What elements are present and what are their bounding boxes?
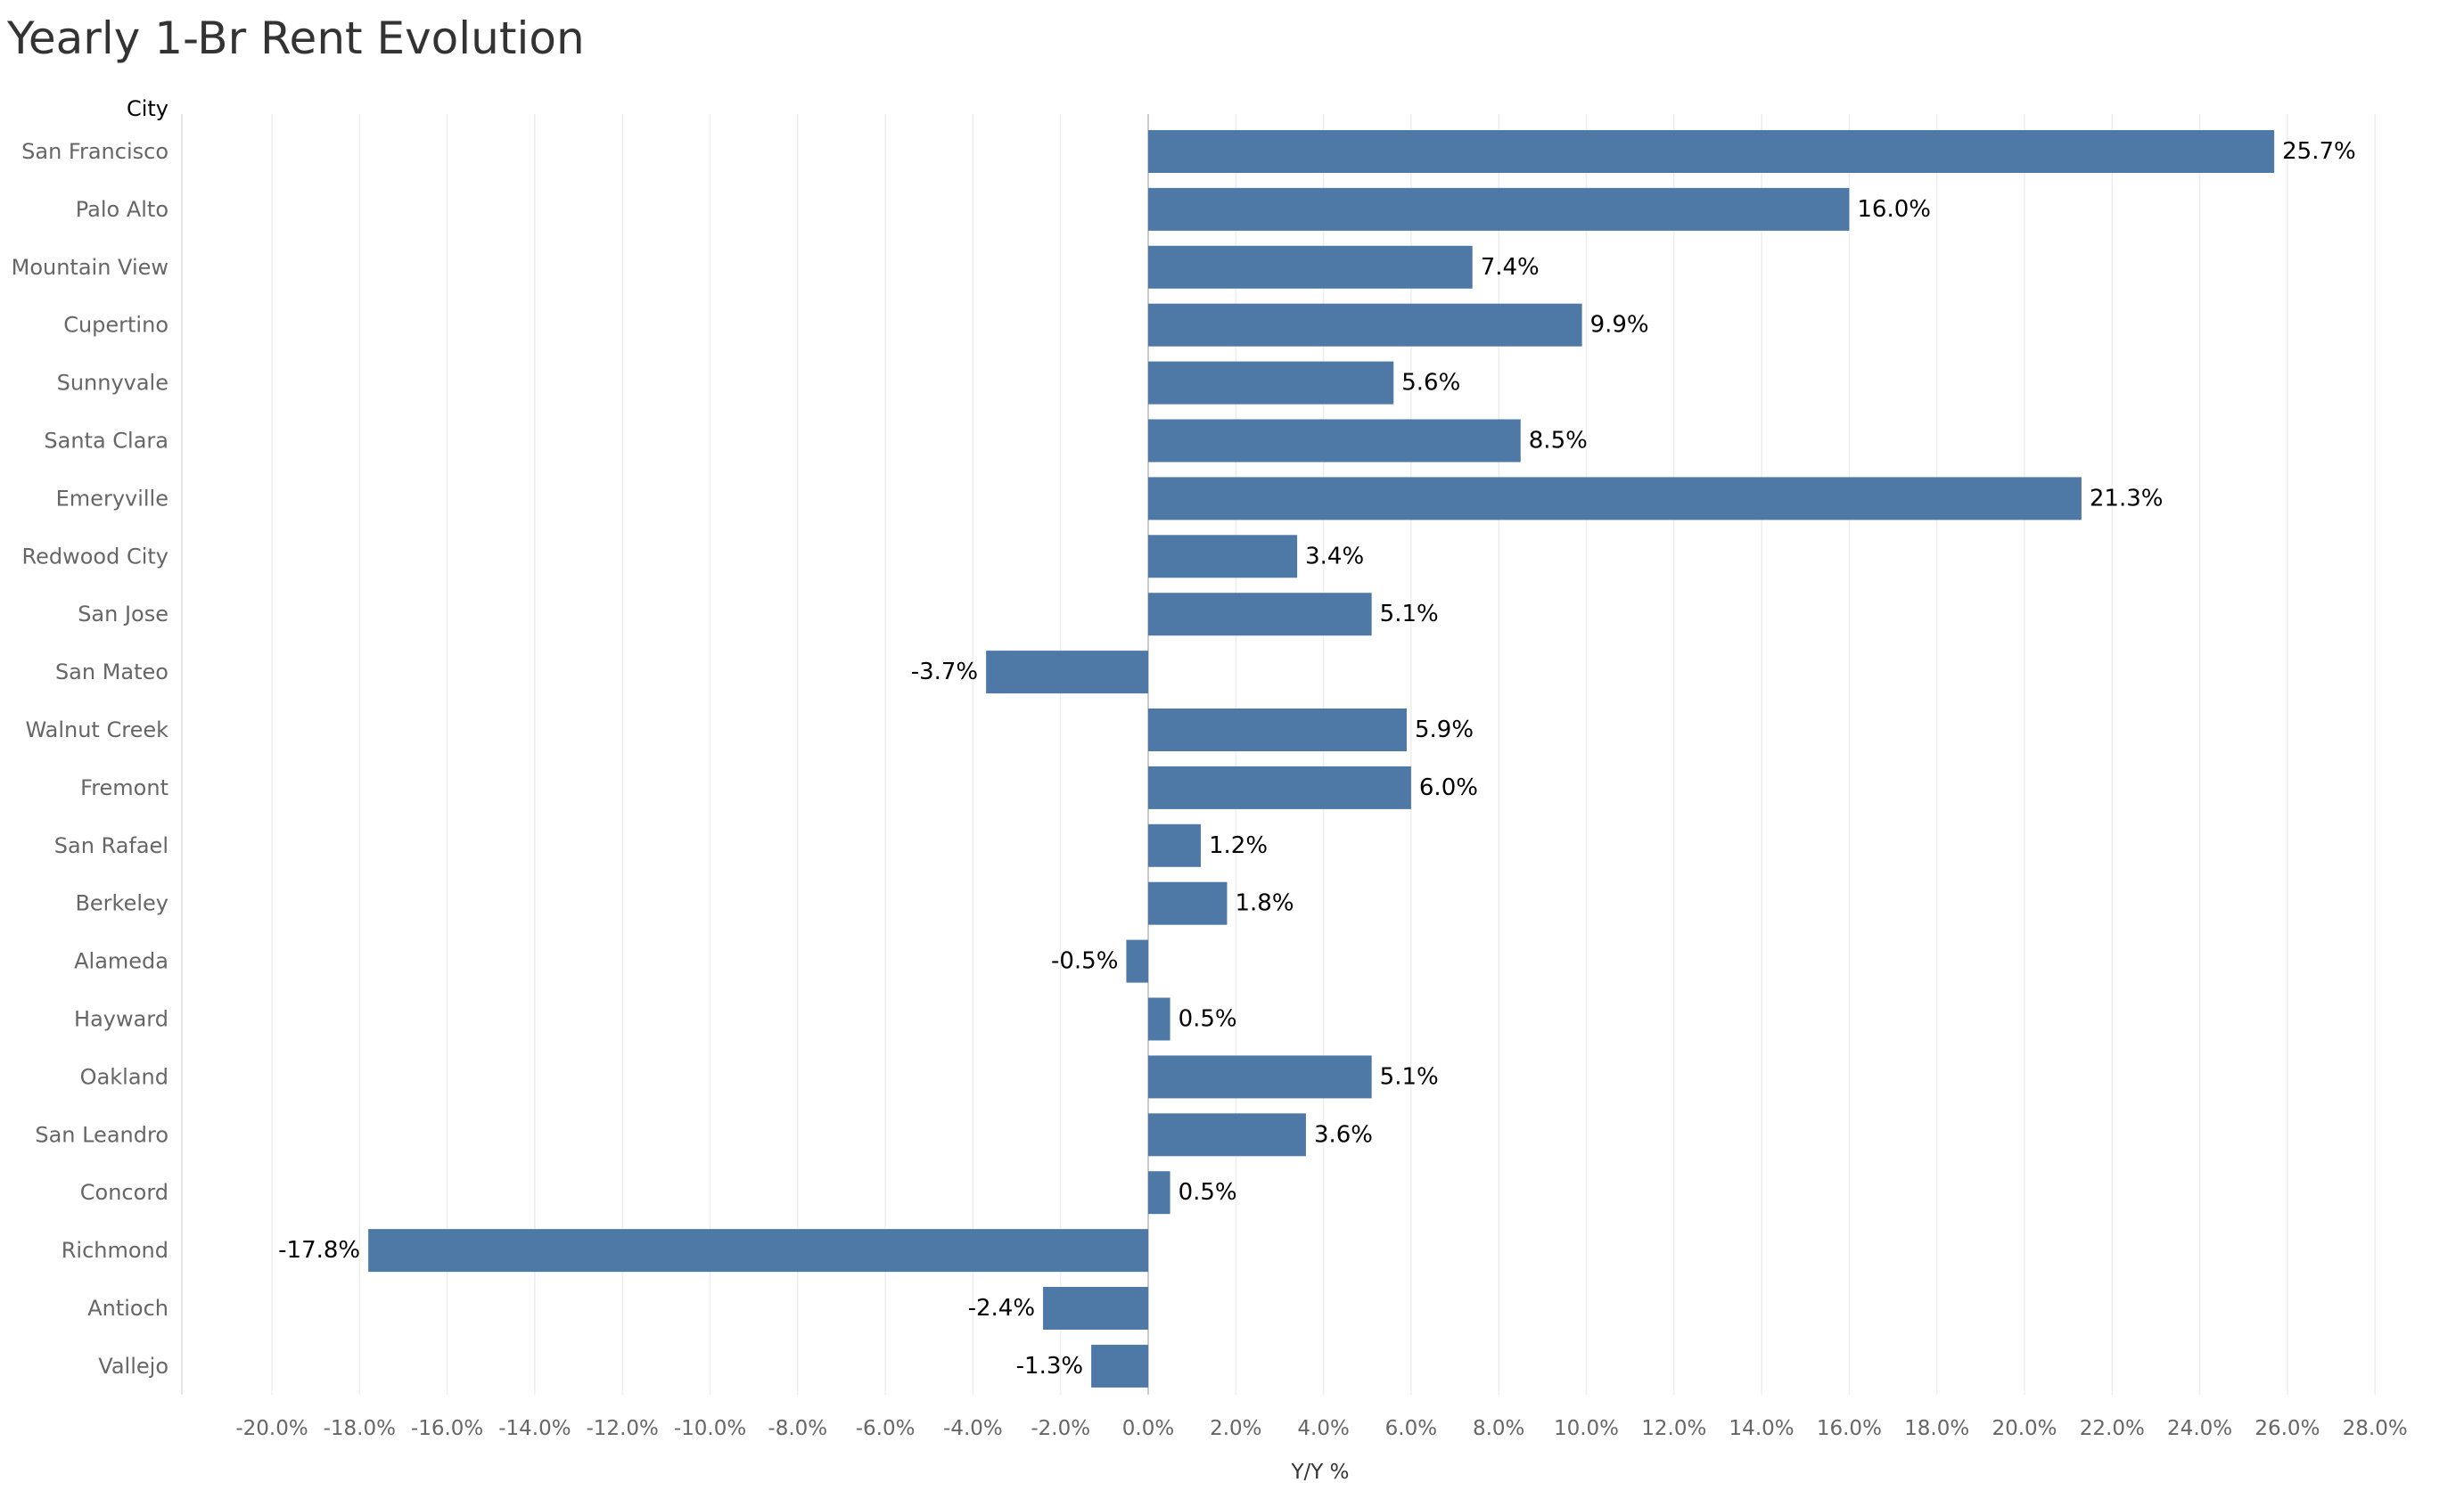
x-tick-label: -8.0% bbox=[768, 1417, 827, 1440]
data-label: 25.7% bbox=[2282, 138, 2356, 165]
data-label: -17.8% bbox=[278, 1237, 360, 1264]
x-tick-label: -16.0% bbox=[411, 1417, 483, 1440]
category-label: Vallejo bbox=[98, 1354, 168, 1379]
labels: -20.0% -18.0% -16.0% -14.0% -12.0% -10.0% -8.0… bbox=[12, 138, 2408, 1440]
bar bbox=[1148, 130, 2275, 173]
category-label: Santa Clara bbox=[44, 429, 168, 454]
bar bbox=[1148, 477, 2082, 520]
x-tick-label: 10.0% bbox=[1554, 1417, 1619, 1440]
data-label: 3.4% bbox=[1305, 543, 1364, 569]
data-label: 0.5% bbox=[1179, 1179, 1237, 1206]
category-label: San Francisco bbox=[21, 139, 168, 164]
category-label: Berkeley bbox=[75, 891, 168, 916]
x-tick-label: -18.0% bbox=[324, 1417, 396, 1440]
x-axis-title: Y/Y % bbox=[1290, 1461, 1349, 1484]
x-tick-label: -12.0% bbox=[587, 1417, 659, 1440]
bar bbox=[1148, 593, 1372, 636]
category-label: Antioch bbox=[87, 1296, 168, 1321]
x-tick-label: -10.0% bbox=[674, 1417, 746, 1440]
data-label: 5.9% bbox=[1415, 717, 1474, 743]
x-tick-label: 12.0% bbox=[1641, 1417, 1706, 1440]
category-label: Palo Alto bbox=[76, 197, 168, 222]
bar bbox=[1148, 823, 1201, 867]
data-label: 1.2% bbox=[1209, 832, 1268, 859]
category-label: Fremont bbox=[80, 775, 168, 800]
bar bbox=[1148, 245, 1473, 289]
category-label: Mountain View bbox=[12, 255, 168, 280]
x-tick-label: 6.0% bbox=[1385, 1417, 1437, 1440]
bar bbox=[1148, 709, 1407, 751]
category-label: Concord bbox=[80, 1180, 168, 1205]
x-tick-label: -14.0% bbox=[498, 1417, 571, 1440]
data-label: 5.1% bbox=[1380, 601, 1439, 627]
bar bbox=[1126, 939, 1148, 983]
x-tick-label: 8.0% bbox=[1473, 1417, 1524, 1440]
data-label: -3.7% bbox=[911, 659, 978, 685]
bar bbox=[1148, 1055, 1372, 1099]
category-label: Emeryville bbox=[56, 486, 168, 511]
data-label: 3.6% bbox=[1314, 1121, 1373, 1148]
bar bbox=[1043, 1287, 1148, 1330]
x-tick-label: 28.0% bbox=[2343, 1417, 2408, 1440]
bar bbox=[1148, 187, 1850, 231]
bars bbox=[368, 130, 2275, 1388]
data-label: 9.9% bbox=[1590, 312, 1649, 339]
x-tick-label: -6.0% bbox=[856, 1417, 916, 1440]
data-label: -2.4% bbox=[968, 1295, 1035, 1322]
data-label: 5.1% bbox=[1380, 1063, 1439, 1090]
bar bbox=[1148, 1171, 1170, 1215]
category-label: Sunnyvale bbox=[57, 371, 168, 396]
data-label: 1.8% bbox=[1235, 890, 1294, 917]
data-label: 21.3% bbox=[2090, 485, 2164, 512]
category-label: Oakland bbox=[80, 1064, 168, 1089]
bar bbox=[368, 1229, 1148, 1273]
data-label: 16.0% bbox=[1857, 196, 1931, 223]
x-tick-label: 2.0% bbox=[1210, 1417, 1261, 1440]
bar bbox=[1148, 766, 1411, 809]
data-label: 0.5% bbox=[1179, 1006, 1237, 1033]
category-label: San Mateo bbox=[55, 659, 168, 684]
data-label: -0.5% bbox=[1051, 948, 1118, 975]
bar bbox=[1148, 881, 1228, 925]
bar bbox=[986, 651, 1148, 694]
x-tick-label: 14.0% bbox=[1729, 1417, 1795, 1440]
x-tick-label: 22.0% bbox=[2080, 1417, 2145, 1440]
data-label: -1.3% bbox=[1016, 1353, 1083, 1380]
x-tick-label: 24.0% bbox=[2167, 1417, 2232, 1440]
x-tick-label: -4.0% bbox=[943, 1417, 1003, 1440]
data-label: 7.4% bbox=[1481, 254, 1540, 281]
category-label: San Jose bbox=[78, 602, 168, 627]
category-label: Redwood City bbox=[22, 544, 169, 569]
x-tick-label: 18.0% bbox=[1904, 1417, 1969, 1440]
category-label: San Leandro bbox=[35, 1122, 168, 1147]
row-header: City bbox=[127, 96, 168, 121]
bar bbox=[1148, 1113, 1306, 1157]
category-label: Hayward bbox=[74, 1007, 168, 1032]
bar bbox=[1091, 1344, 1148, 1388]
x-tick-label: 0.0% bbox=[1122, 1417, 1174, 1440]
data-label: 8.5% bbox=[1529, 428, 1588, 455]
category-label: Alameda bbox=[74, 949, 168, 974]
bar bbox=[1148, 361, 1394, 405]
category-label: San Rafael bbox=[54, 833, 168, 858]
x-tick-label: 26.0% bbox=[2255, 1417, 2320, 1440]
x-tick-label: 20.0% bbox=[1992, 1417, 2057, 1440]
category-label: Cupertino bbox=[63, 313, 168, 338]
x-tick-label: 4.0% bbox=[1297, 1417, 1349, 1440]
bar bbox=[1148, 419, 1521, 463]
category-label: Richmond bbox=[62, 1238, 168, 1263]
data-label: 6.0% bbox=[1419, 774, 1478, 801]
x-tick-label: 16.0% bbox=[1817, 1417, 1882, 1440]
bar bbox=[1148, 997, 1170, 1041]
bar bbox=[1148, 303, 1582, 347]
data-label: 5.6% bbox=[1401, 370, 1460, 397]
category-label: Walnut Creek bbox=[25, 717, 168, 742]
bar bbox=[1148, 535, 1298, 578]
x-tick-label: -20.0% bbox=[235, 1417, 308, 1440]
x-tick-label: -2.0% bbox=[1031, 1417, 1090, 1440]
chart-title: Yearly 1-Br Rent Evolution bbox=[7, 12, 585, 64]
